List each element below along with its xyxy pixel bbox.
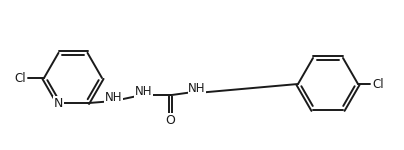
Text: O: O xyxy=(166,114,175,127)
Text: Cl: Cl xyxy=(14,72,26,84)
Text: NH: NH xyxy=(105,91,122,104)
Text: Cl: Cl xyxy=(372,78,384,90)
Text: N: N xyxy=(54,97,63,110)
Text: NH: NH xyxy=(188,82,206,95)
Text: NH: NH xyxy=(135,85,152,98)
